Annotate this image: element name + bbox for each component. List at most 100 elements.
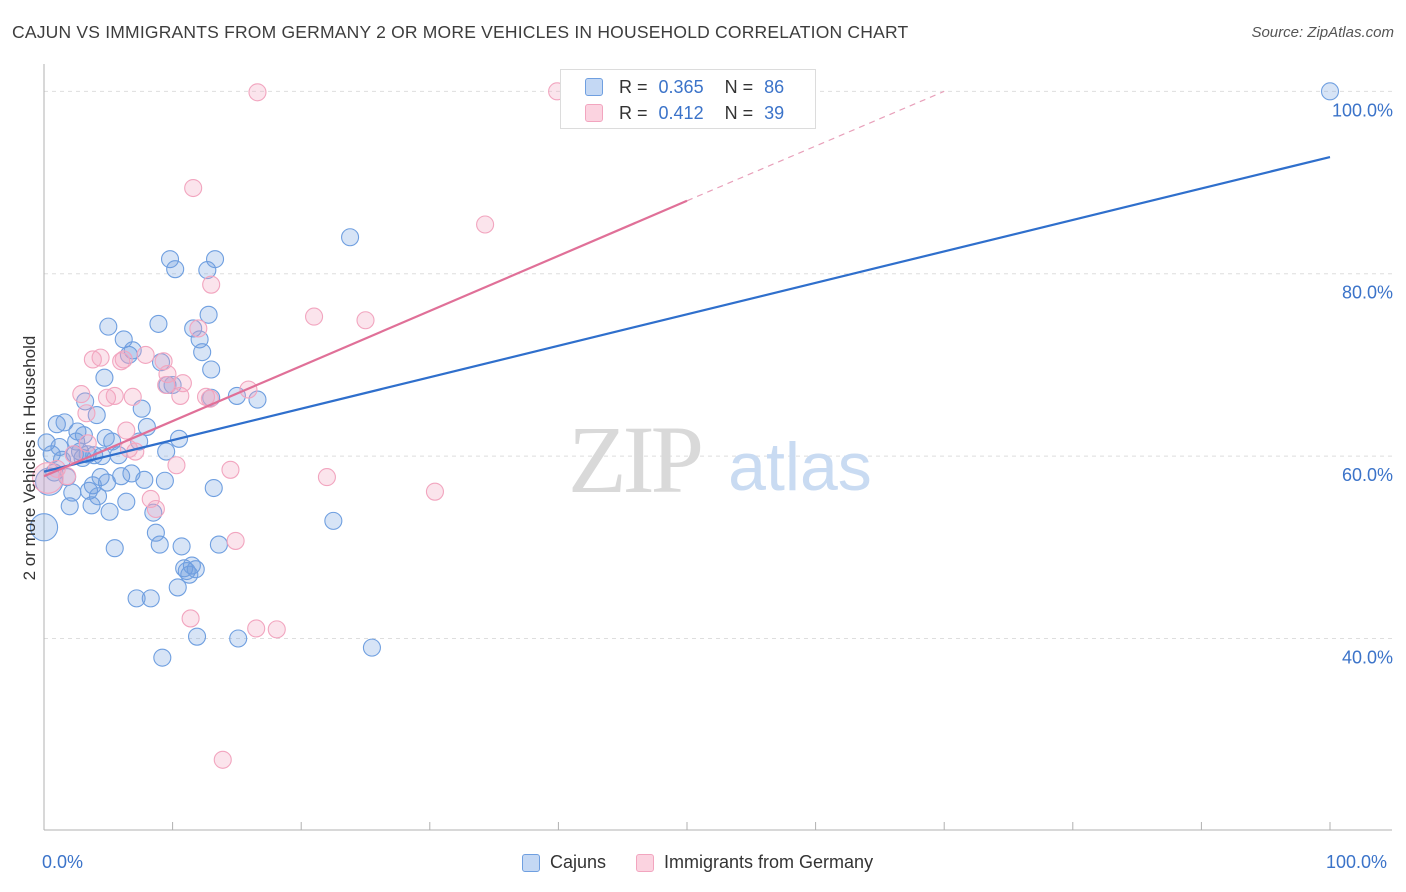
germany-point	[157, 375, 176, 395]
germany-point	[267, 620, 286, 639]
germany-point	[189, 319, 208, 338]
legend-label-germany: Immigrants from Germany	[664, 852, 874, 872]
germany-point	[202, 275, 221, 294]
germany-point	[305, 307, 324, 326]
cajuns-point	[105, 539, 124, 558]
y-tick-label: 80.0%	[1342, 283, 1393, 303]
cajuns-point	[100, 502, 119, 521]
cajuns-point	[47, 415, 66, 434]
germany-point	[77, 404, 96, 423]
cajuns-legend-swatch	[522, 853, 540, 872]
source-label: Source: ZipAtlas.com	[1251, 24, 1394, 41]
germany-point	[181, 609, 200, 628]
cajuns-point	[112, 467, 131, 486]
cajuns-point	[186, 560, 205, 579]
cajuns-point	[99, 317, 118, 336]
germany-point	[58, 467, 77, 486]
germany-point	[91, 348, 110, 367]
germany-point	[476, 215, 495, 234]
cajuns-point	[187, 627, 207, 646]
germany-point	[112, 352, 131, 371]
cajuns-point	[324, 511, 343, 530]
y-tick-labels: 40.0% 60.0% 80.0% 100.0%	[1332, 100, 1393, 667]
cajuns-point	[135, 470, 154, 489]
cajuns-point	[362, 638, 381, 657]
cajuns-point	[29, 513, 59, 542]
n-value: 86	[764, 76, 785, 97]
y-tick-label: 40.0%	[1342, 648, 1393, 668]
stats-legend: R = 0.365 N = 86 R = 0.412 N = 39	[560, 69, 816, 129]
legend-item-germany[interactable]: Immigrants from Germany	[636, 852, 873, 873]
germany-point	[167, 456, 186, 475]
cajuns-point	[199, 305, 218, 324]
germany-point	[117, 421, 136, 440]
cajuns-point	[63, 483, 82, 502]
germany-point	[317, 468, 336, 487]
grid-lines	[44, 90, 1392, 639]
cajuns-point	[248, 390, 267, 409]
chart-title: CAJUN VS IMMIGRANTS FROM GERMANY 2 OR MO…	[12, 22, 909, 42]
cajuns-point	[166, 260, 185, 279]
germany-point	[136, 345, 155, 364]
cajuns-point	[55, 413, 74, 432]
legend-label-cajuns: Cajuns	[550, 852, 607, 872]
germany-point	[171, 386, 190, 405]
cajuns-point	[150, 535, 169, 554]
y-axis-label: 2 or more Vehicles in Household	[20, 335, 39, 581]
cajuns-point	[157, 442, 176, 461]
cajuns-point	[141, 589, 160, 608]
germany-legend-swatch	[636, 853, 655, 872]
trend-lines	[43, 90, 1331, 478]
n-label: N =	[724, 76, 754, 97]
germany-point	[226, 531, 245, 550]
axes	[43, 64, 1392, 831]
x-tick-min: 0.0%	[42, 852, 84, 872]
cajuns-point	[146, 523, 165, 542]
cajuns-point	[160, 250, 180, 269]
germany-point	[184, 178, 203, 198]
germany-point	[72, 385, 91, 404]
germany-point	[97, 388, 117, 407]
germany-point	[247, 619, 266, 638]
n-value: 39	[764, 102, 785, 123]
germany-point	[248, 83, 267, 102]
cajuns-point	[341, 228, 360, 247]
cajuns-point	[153, 648, 172, 667]
cajuns-point	[127, 589, 146, 608]
germany-point	[123, 387, 142, 406]
r-label: R =	[619, 102, 648, 123]
y-tick-label: 60.0%	[1342, 465, 1393, 485]
cajuns-point	[204, 478, 223, 498]
cajuns-trend-line	[43, 155, 1331, 473]
r-label: R =	[619, 76, 648, 97]
germany-point	[221, 460, 240, 479]
cajuns-point	[95, 368, 114, 387]
germany-point	[356, 311, 375, 330]
r-value: 0.412	[658, 102, 704, 123]
germany-point	[425, 482, 444, 501]
cajuns-point	[205, 250, 225, 269]
cajuns-point	[209, 535, 228, 554]
cajuns-point	[1320, 82, 1340, 101]
watermark-zip: ZIP	[568, 406, 701, 513]
cajuns-point	[155, 471, 174, 490]
cajuns-point	[229, 629, 248, 648]
x-tick-max: 100.0%	[1326, 852, 1388, 872]
cajuns-points	[29, 82, 1340, 667]
cajuns-point	[149, 314, 168, 333]
cajuns-point	[117, 492, 136, 511]
germany-point	[141, 489, 160, 509]
n-label: N =	[724, 102, 754, 123]
cajuns-point	[193, 343, 212, 362]
cajuns-point	[172, 537, 191, 556]
germany-trend-extension	[686, 90, 945, 202]
watermark-atlas: atlas	[728, 429, 872, 505]
germany-trend-line	[43, 199, 688, 478]
series-legend: Cajuns Immigrants from Germany	[522, 852, 903, 873]
legend-item-cajuns[interactable]: Cajuns	[522, 852, 606, 873]
cajuns-swatch	[585, 78, 603, 96]
cajuns-point	[168, 578, 187, 597]
germany-point	[78, 434, 97, 453]
cajuns-point	[184, 319, 203, 338]
